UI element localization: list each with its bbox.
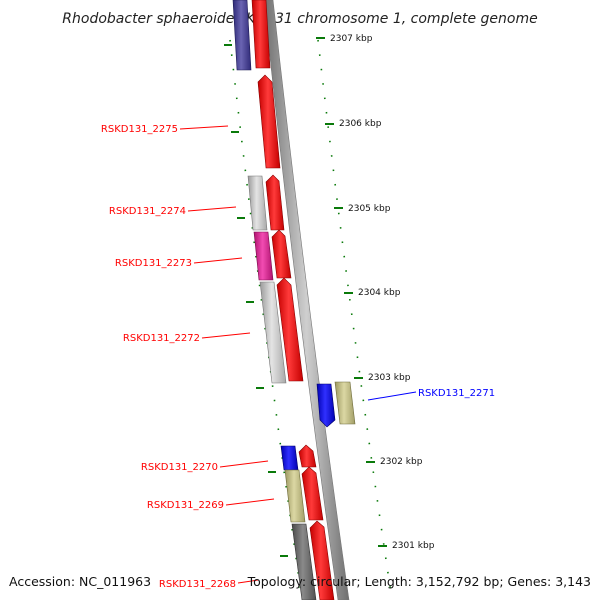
gene-label-rskd131-2270[interactable]: RSKD131_2270 — [141, 462, 218, 473]
inner-tick-marks — [224, 44, 288, 557]
gene-label-rskd131-2268[interactable]: RSKD131_2268 — [159, 579, 236, 590]
gene-label-rskd131-2274[interactable]: RSKD131_2274 — [109, 206, 186, 217]
map-title: Rhodobacter sphaeroides KD131 chromosome… — [62, 11, 537, 27]
gene-label-rskd131-2272[interactable]: RSKD131_2272 — [123, 333, 200, 344]
gene-rskd131-2268[interactable] — [309, 520, 335, 600]
gene-darkgrey-2268[interactable] — [291, 523, 317, 600]
gene-rskd131-2273[interactable] — [271, 229, 292, 279]
gene-khaki-2269[interactable] — [284, 469, 306, 523]
scale-label-2305: 2305 kbp — [348, 204, 391, 214]
accession-text: Accession: NC_011963 — [9, 574, 151, 589]
gene-rskd131-2274[interactable] — [265, 174, 285, 231]
scale-label-2301: 2301 kbp — [392, 541, 435, 551]
label-leader-lines — [179, 125, 417, 584]
scale-label-2306: 2306 kbp — [339, 119, 382, 129]
gene-grey-2274[interactable] — [247, 175, 268, 231]
scale-label-2302: 2302 kbp — [380, 457, 423, 467]
topology-text: Topology: circular; Length: 3,152,792 bp… — [247, 574, 591, 589]
gene-label-rskd131-2273[interactable]: RSKD131_2273 — [115, 258, 192, 269]
gene-rskd131-2270[interactable] — [298, 444, 317, 468]
gene-label-rskd131-2275[interactable]: RSKD131_2275 — [101, 124, 178, 135]
chromosome-backbone — [263, 0, 350, 600]
gene-rskd131-2269[interactable] — [301, 466, 324, 521]
scale-tick-marks — [316, 37, 387, 547]
gene-rskd131-2275[interactable] — [257, 74, 281, 169]
gene-label-rskd131-2269[interactable]: RSKD131_2269 — [147, 500, 224, 511]
gene-rskd131-2272[interactable] — [276, 277, 304, 382]
gene-label-rskd131-2271[interactable]: RSKD131_2271 — [418, 388, 495, 399]
gene-red-top[interactable] — [251, 0, 271, 69]
gene-rskd131-2271-blue[interactable] — [316, 383, 336, 428]
gene-magenta-2273[interactable] — [253, 231, 274, 281]
gene-navy-top[interactable] — [232, 0, 252, 71]
scale-label-2304: 2304 kbp — [358, 288, 401, 298]
scale-label-2303: 2303 kbp — [368, 373, 411, 383]
gene-grey-2272[interactable] — [259, 281, 287, 384]
gene-rskd131-2271-khaki[interactable] — [334, 381, 356, 425]
gene-blue-2270[interactable] — [280, 445, 299, 471]
scale-label-2307: 2307 kbp — [330, 34, 373, 44]
